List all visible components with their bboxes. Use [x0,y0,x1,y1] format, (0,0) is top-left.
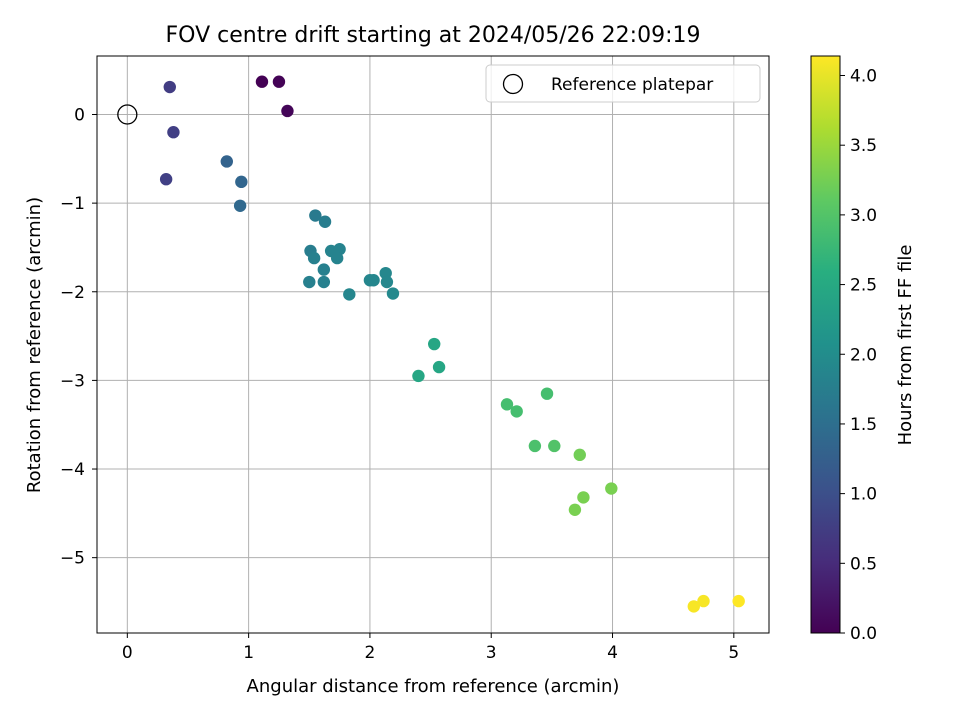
x-tick-label: 2 [365,643,376,663]
y-tick-label: −3 [60,371,85,391]
x-axis-label: Angular distance from reference (arcmin) [247,676,620,697]
colorbar-ticks: 0.0 0.5 1.0 1.5 2.0 2.5 3.0 3.5 4.0 [840,67,877,644]
data-point [540,387,554,400]
data-point [732,594,745,608]
grid-lines [97,56,769,633]
data-point [303,275,316,289]
data-point [687,600,700,613]
colorbar-tick-label: 1.5 [850,415,877,435]
data-point [367,274,380,287]
y-tick-label: −1 [60,194,85,214]
y-tick-label: 0 [74,105,85,125]
data-point [167,126,180,139]
x-tick-label: 0 [122,643,133,663]
data-point [510,405,523,418]
data-point [163,80,176,94]
data-point [272,75,286,88]
data-point [159,172,173,186]
data-point [605,482,618,495]
data-point [432,360,446,374]
data-point [697,594,710,608]
chart-title: FOV centre drift starting at 2024/05/26 … [166,23,701,48]
data-point [548,439,561,453]
data-point [281,104,294,118]
colorbar-tick-label: 2.0 [850,345,877,365]
colorbar-tick-label: 4.0 [850,67,877,87]
data-point [235,175,248,189]
legend: Reference platepar [485,64,761,103]
colorbar-label: Hours from first FF file [895,245,916,446]
y-tick-label: −5 [60,549,85,569]
x-tick-label: 3 [486,643,497,663]
data-points [159,75,745,613]
data-point [386,287,400,300]
legend-entry-label: Reference platepar [551,75,713,95]
reference-marker [117,104,138,125]
data-point [318,215,332,228]
x-axis-ticks: 0 1 2 3 4 5 [122,633,739,663]
x-tick-label: 1 [243,643,254,663]
colorbar-tick-label: 2.5 [850,276,877,296]
colorbar-tick-label: 3.5 [850,136,877,156]
x-tick-label: 4 [607,643,618,663]
data-point [573,448,586,462]
colorbar-gradient [810,55,841,634]
colorbar-tick-label: 1.0 [850,485,877,505]
data-point [412,369,425,383]
data-point [577,491,590,504]
data-point [568,503,582,517]
data-point [307,251,321,265]
x-tick-label: 5 [728,643,739,663]
colorbar-tick-label: 0.0 [850,624,877,644]
data-point [309,209,322,222]
y-axis-label: Rotation from reference (arcmin) [24,197,45,493]
y-tick-label: −4 [60,460,85,480]
colorbar-tick-label: 0.5 [850,554,877,574]
data-point [220,155,233,168]
data-point [528,439,542,453]
y-axis-ticks: 0 −1 −2 −3 −4 −5 [60,105,97,569]
data-point [428,337,441,351]
data-point [255,75,269,88]
data-point [500,398,514,411]
data-point [343,288,356,301]
plot-frame [96,55,770,634]
legend-reference-marker [502,73,524,95]
y-tick-label: −2 [60,283,85,303]
data-point [233,199,247,212]
legend-box [485,64,761,103]
data-point [317,263,331,276]
colorbar: 0.0 0.5 1.0 1.5 2.0 2.5 3.0 3.5 4.0 Hours from f… [810,55,916,644]
data-point [330,251,344,265]
reference-platepar-marker [117,104,138,125]
data-point [380,275,394,289]
data-point [317,275,331,289]
colorbar-tick-label: 3.0 [850,206,877,226]
